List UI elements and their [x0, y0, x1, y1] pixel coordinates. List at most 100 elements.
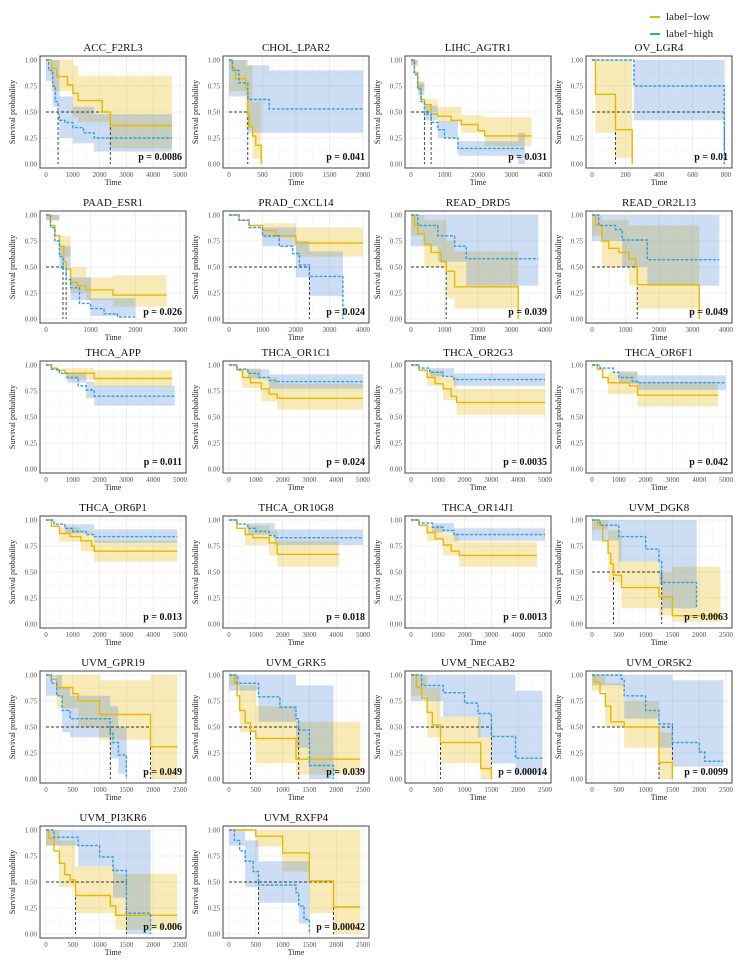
x-axis-label: Time	[105, 948, 122, 957]
y-tick-label: 0.25	[390, 290, 403, 298]
plot-frame	[222, 825, 370, 939]
x-tick-label: 1000	[66, 476, 81, 484]
confidence-band-high	[229, 675, 334, 779]
y-tick-label: 0.75	[571, 543, 584, 551]
x-tick-label: 2000	[471, 326, 486, 334]
y-tick-label: 1.00	[208, 827, 221, 835]
p-value-label: p = 0.039	[326, 767, 365, 778]
p-value-label: p = 0.0063	[684, 612, 728, 623]
x-tick-label: 2500	[538, 786, 553, 794]
survival-curve-low	[592, 59, 633, 164]
y-axis-label: Survival probability	[191, 80, 200, 144]
legend: label−low label−high	[650, 8, 713, 42]
y-tick-label: 0.25	[208, 595, 221, 603]
plot-frame	[585, 360, 733, 474]
plot-frame	[585, 55, 733, 169]
y-tick-label: 0.50	[208, 264, 221, 272]
x-tick-label: 4000	[719, 326, 734, 334]
x-tick-label: 2500	[356, 941, 371, 949]
p-value-label: p = 0.0086	[138, 152, 182, 163]
y-tick-label: 0.75	[208, 698, 221, 706]
survival-curve-high	[229, 214, 344, 319]
x-tick-label: 3000	[119, 476, 134, 484]
x-tick-label: 0	[227, 171, 231, 179]
x-tick-label: 500	[251, 786, 262, 794]
panel-title: THCA_OR6P1	[79, 502, 147, 514]
confidence-band-low	[46, 365, 172, 387]
confidence-band-low	[46, 215, 167, 307]
survival-curve-low	[46, 674, 178, 748]
y-tick-label: 0.00	[571, 776, 584, 784]
y-tick-label: 0.75	[208, 853, 221, 861]
x-tick-label: 2000	[289, 326, 304, 334]
y-tick-label: 0.25	[208, 440, 221, 448]
y-tick-label: 0.25	[571, 440, 584, 448]
x-tick-label: 2000	[93, 476, 108, 484]
y-tick-label: 0.00	[571, 466, 584, 474]
x-tick-label: 0	[227, 476, 231, 484]
x-tick-label: 0	[409, 476, 413, 484]
y-tick-label: 1.00	[390, 362, 403, 370]
y-tick-label: 0.00	[25, 161, 38, 169]
y-tick-label: 0.00	[571, 621, 584, 629]
y-tick-label: 0.25	[390, 440, 403, 448]
x-tick-label: 5000	[173, 631, 188, 639]
x-tick-label: 2000	[471, 171, 486, 179]
x-tick-label: 1000	[93, 786, 108, 794]
x-tick-label: 0	[590, 171, 594, 179]
x-axis-label: Time	[651, 638, 668, 647]
km-panel: 0.00 0.25 0.50 0.75 1.00 0 1000 2000 3000 4000 REA…	[373, 197, 553, 342]
y-tick-label: 0.25	[571, 595, 584, 603]
km-panel: 0.00 0.25 0.50 0.75 1.00 0 500 1000 1500 2000 2500…	[8, 657, 188, 802]
confidence-band-low	[592, 520, 721, 622]
y-tick-label: 0.00	[208, 776, 221, 784]
y-axis-label: Survival probability	[8, 385, 17, 449]
y-tick-label: 1.00	[571, 212, 584, 220]
x-axis-label: Time	[105, 793, 122, 802]
x-tick-label: 5000	[719, 476, 734, 484]
confidence-band-low	[229, 60, 262, 164]
x-tick-label: 200	[620, 171, 631, 179]
y-tick-label: 0.75	[208, 238, 221, 246]
panel-title: UVM_NECAB2	[441, 657, 515, 669]
panel-title: THCA_OR1C1	[261, 347, 330, 359]
y-tick-label: 0.50	[208, 569, 221, 577]
x-tick-label: 0	[590, 631, 594, 639]
x-axis-label: Time	[651, 333, 668, 342]
x-tick-label: 1000	[249, 476, 263, 484]
legend-label-low: label−low	[666, 10, 711, 23]
x-tick-label: 2000	[329, 786, 344, 794]
p-value-label: p = 0.049	[143, 767, 182, 778]
x-tick-label: 2000	[146, 786, 161, 794]
x-tick-label: 2000	[93, 171, 108, 179]
x-tick-label: 0	[44, 786, 48, 794]
survival-curve-high	[229, 519, 363, 539]
y-tick-label: 0.00	[208, 466, 221, 474]
y-axis-label: Survival probability	[373, 235, 382, 299]
x-tick-label: 1000	[276, 941, 291, 949]
y-tick-label: 0.25	[25, 135, 38, 143]
y-tick-label: 0.75	[571, 83, 584, 91]
panel-title: UVM_RXFP4	[264, 812, 329, 824]
x-tick-label: 2000	[329, 941, 344, 949]
x-tick-label: 0	[44, 631, 48, 639]
x-tick-label: 1000	[619, 326, 634, 334]
plot-frame	[222, 515, 370, 629]
confidence-band-high	[592, 675, 724, 767]
y-tick-label: 0.75	[390, 698, 403, 706]
x-tick-label: 3000	[484, 631, 499, 639]
p-value-label: p = 0.00014	[498, 767, 547, 778]
y-tick-label: 0.00	[571, 316, 584, 324]
y-tick-label: 0.50	[571, 109, 584, 117]
x-tick-label: 1000	[84, 326, 99, 334]
p-value-label: p = 0.049	[689, 307, 728, 318]
survival-curve-high	[592, 364, 726, 384]
y-axis-label: Survival probability	[373, 695, 382, 759]
x-axis-label: Time	[288, 178, 305, 187]
x-tick-label: 1500	[323, 171, 338, 179]
p-value-label: p = 0.024	[326, 307, 365, 318]
y-tick-label: 0.50	[390, 109, 403, 117]
x-axis-label: Time	[470, 793, 487, 802]
confidence-band-high	[46, 365, 175, 406]
y-axis-label: Survival probability	[8, 695, 17, 759]
